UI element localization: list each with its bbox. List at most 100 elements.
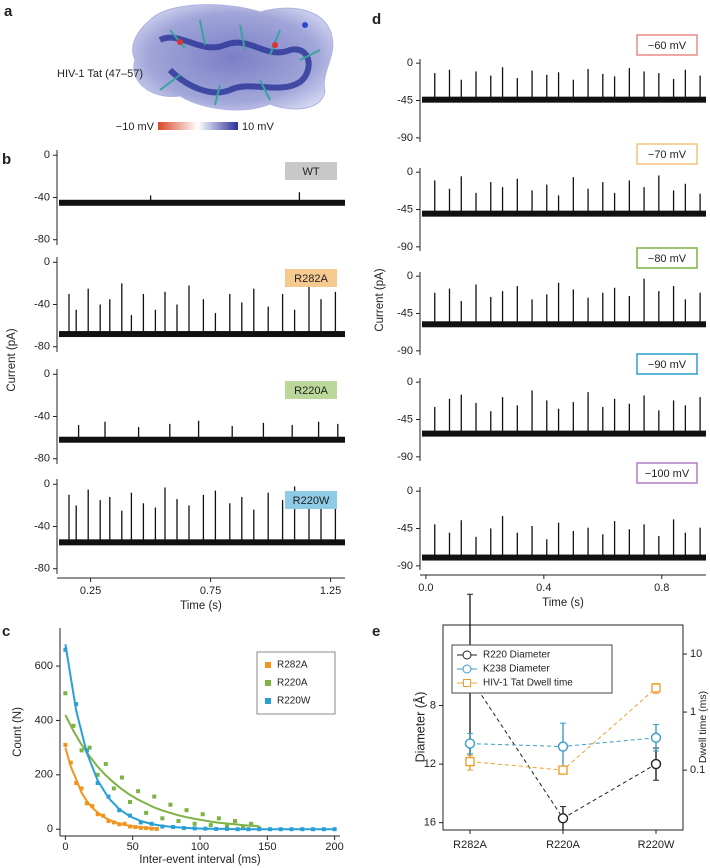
y-axis-label: Count (N) — [12, 707, 24, 757]
point — [144, 810, 149, 815]
y-tick-label: -80 — [34, 563, 50, 575]
panel-letter: a — [4, 3, 13, 20]
x-tick-label: 50 — [127, 841, 139, 853]
y-tick-label: -90 — [397, 560, 413, 572]
y-tick-label: 0 — [44, 149, 50, 161]
legend-swatch — [265, 662, 271, 668]
x-tick-label: 100 — [191, 841, 209, 853]
trace-label-box — [636, 353, 698, 375]
y-tick-label: -80 — [34, 234, 50, 246]
baseline-noise — [422, 321, 706, 328]
fit-line — [64, 714, 260, 828]
point — [332, 827, 337, 832]
legend-swatch — [265, 680, 271, 686]
point — [216, 816, 221, 821]
trace-label-box — [636, 143, 698, 165]
point — [74, 780, 79, 785]
trace-label-box — [636, 462, 698, 484]
x-tick-label: 200 — [325, 841, 343, 853]
baseline-noise — [422, 554, 706, 561]
y-tick-label: 16 — [424, 817, 436, 829]
y-tick-label: 0 — [407, 166, 413, 178]
molecule-panel: a HIV-1 Tat (47–57) −10 mV 10 mV — [4, 3, 334, 133]
fit-line — [64, 644, 335, 831]
y-tick-label: 0 — [44, 256, 50, 268]
legend-label: K238 Diameter — [483, 664, 550, 675]
baseline-noise — [59, 436, 345, 443]
trace-label-box — [285, 491, 337, 509]
trace-label-box — [285, 381, 337, 399]
point — [95, 772, 100, 777]
x-tick-label: R220W — [638, 839, 675, 851]
trace-label: R220W — [293, 495, 330, 507]
legend-label: R220W — [277, 696, 311, 707]
legend-marker — [462, 650, 472, 660]
point — [63, 691, 68, 696]
legend-box — [451, 644, 613, 694]
trace-label-box — [285, 162, 337, 180]
y-axis-label: Current (pA) — [374, 268, 386, 331]
atom — [177, 39, 183, 45]
point — [79, 786, 84, 791]
point — [464, 738, 476, 749]
panel-letter: b — [2, 151, 11, 168]
legend-marker — [463, 679, 471, 687]
trace-label: −60 mV — [648, 40, 687, 52]
point — [119, 775, 124, 780]
legend-swatch — [265, 698, 271, 704]
point — [168, 802, 173, 807]
x-tick-label: 150 — [258, 841, 276, 853]
point — [651, 683, 661, 693]
trace-label: R220A — [294, 385, 328, 397]
point — [79, 748, 84, 753]
baseline-noise — [422, 430, 706, 437]
trace-label-box — [636, 247, 698, 269]
trace-label-box — [285, 269, 337, 287]
y-axis-label: Diameter (Å) — [412, 692, 427, 763]
panel-letter: c — [2, 623, 10, 640]
atom — [272, 42, 278, 48]
legend-label: R220A — [277, 678, 308, 689]
y-axis-label: Current (pA) — [6, 328, 18, 391]
panel-letter: e — [372, 623, 380, 640]
y-tick-label: -90 — [397, 132, 413, 144]
y-tick-label: 0 — [407, 485, 413, 497]
point — [650, 732, 662, 743]
x-tick-label: R282A — [453, 839, 487, 851]
point — [192, 821, 197, 826]
y-tick-label: -45 — [397, 413, 413, 425]
trace-label: −70 mV — [648, 149, 687, 161]
y-tick-label: -40 — [34, 298, 50, 310]
legend-label: R282A — [277, 660, 308, 671]
trace-label: R282A — [294, 273, 328, 285]
point — [465, 756, 475, 767]
baseline-noise — [59, 539, 345, 546]
molecule-backbone — [158, 34, 312, 96]
y-tick-label: 0 — [44, 368, 50, 380]
x-tick-label: 0.4 — [536, 582, 551, 594]
y2-axis-label: Dwell time (ms) — [697, 691, 709, 763]
baseline-noise — [59, 199, 345, 206]
point — [87, 745, 92, 750]
baseline-noise — [422, 210, 706, 217]
trace-label: −100 mV — [645, 468, 690, 480]
y-tick-label: -90 — [397, 241, 413, 253]
point — [152, 794, 157, 799]
trace-label-box — [636, 34, 698, 56]
y-tick-label: -90 — [397, 451, 413, 463]
y2-tick-label: 10 — [690, 648, 702, 660]
point — [71, 723, 76, 728]
y-tick-label: -80 — [34, 453, 50, 465]
point — [128, 800, 132, 805]
point — [650, 758, 662, 770]
y-tick-label: 0 — [407, 376, 413, 388]
point — [233, 819, 237, 824]
x-tick-label: 0.75 — [200, 585, 221, 597]
y-tick-label: 12 — [424, 758, 436, 770]
x-tick-label: 0.25 — [80, 585, 101, 597]
point — [557, 741, 569, 752]
y-tick-label: 0 — [407, 270, 413, 282]
trace-label: −80 mV — [648, 253, 687, 265]
point — [106, 819, 111, 824]
molecule-label: HIV-1 Tat (47–57) — [57, 68, 143, 80]
